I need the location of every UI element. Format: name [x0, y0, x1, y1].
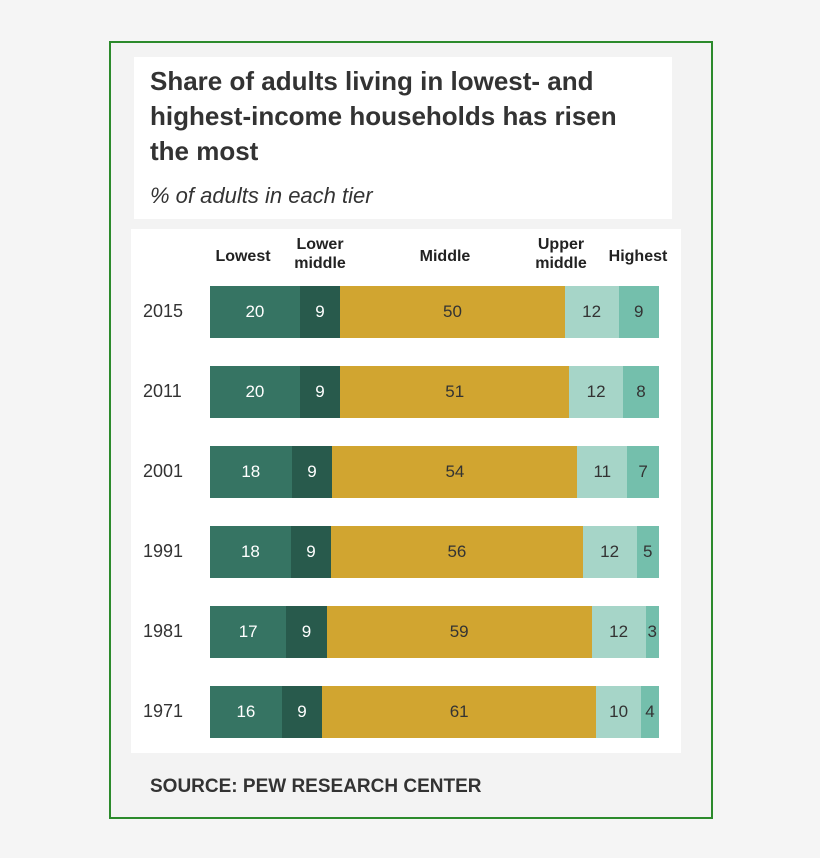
chart-subtitle: % of adults in each tier — [150, 183, 373, 208]
bar-segment-lower-middle: 9 — [290, 526, 332, 578]
bar-segment-lowest: 16 — [210, 686, 282, 738]
year-label: 2015 — [143, 301, 184, 321]
year-label: 1981 — [143, 621, 184, 641]
bar-segment-highest: 7 — [627, 446, 659, 498]
source-note: SOURCE: PEW RESEARCH CENTER — [150, 776, 482, 797]
column-header-3: Upper middle — [535, 236, 587, 272]
bar-segment-upper-middle: 12 — [564, 286, 619, 338]
bar-segment-lower-middle: 9 — [299, 366, 341, 418]
chart-title: Share of adults living in lowest- and hi… — [150, 66, 617, 166]
title-panel — [134, 57, 672, 219]
column-header-1: Lower middle — [294, 236, 346, 272]
bar-segment-lower-middle: 9 — [286, 606, 327, 658]
bar-segment-lowest: 17 — [210, 606, 287, 658]
bar-segment-middle: 50 — [340, 286, 565, 338]
year-label: 2001 — [143, 461, 184, 481]
bar-segment-middle: 61 — [322, 686, 597, 738]
bar-segment-highest: 3 — [645, 606, 659, 658]
year-label: 1971 — [143, 701, 184, 721]
bar-segment-upper-middle: 11 — [577, 446, 628, 498]
bar-segment-middle: 54 — [332, 446, 578, 498]
bar-segment-highest: 5 — [636, 526, 659, 578]
bar-segment-lowest: 18 — [210, 526, 291, 578]
bar-segment-highest: 4 — [641, 686, 659, 738]
bar-segment-middle: 59 — [326, 606, 592, 658]
bar-segment-upper-middle: 12 — [591, 606, 646, 658]
bar-segment-highest: 9 — [618, 286, 659, 338]
bar-segment-upper-middle: 12 — [569, 366, 624, 418]
bar-segment-lowest: 20 — [210, 286, 300, 338]
year-label: 1991 — [143, 541, 184, 561]
bar-segment-upper-middle: 10 — [596, 686, 642, 738]
bar-segment-middle: 56 — [331, 526, 583, 578]
bar-segment-lower-middle: 9 — [281, 686, 323, 738]
bar-segment-upper-middle: 12 — [582, 526, 637, 578]
bar-segment-highest: 8 — [623, 366, 659, 418]
column-header-2: Middle — [419, 248, 471, 265]
bar-segment-lower-middle: 9 — [291, 446, 333, 498]
year-label: 2011 — [143, 381, 182, 401]
bar-segment-lower-middle: 9 — [299, 286, 341, 338]
bar-segment-lowest: 20 — [210, 366, 300, 418]
column-header-4: Highest — [608, 248, 668, 265]
bar-segment-lowest: 18 — [210, 446, 292, 498]
bar-segment-middle: 51 — [340, 366, 570, 418]
column-header-0: Lowest — [215, 248, 271, 265]
